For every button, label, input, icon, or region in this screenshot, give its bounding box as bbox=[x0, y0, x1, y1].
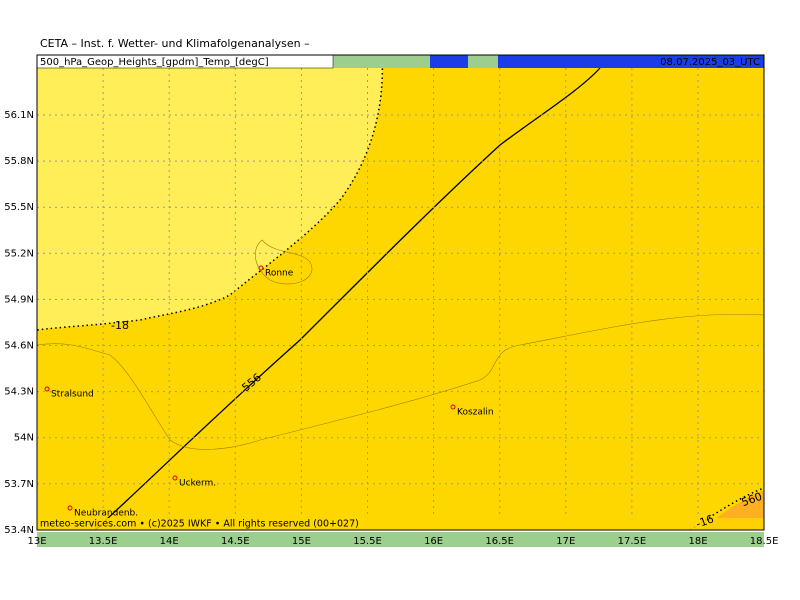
island-outline bbox=[255, 239, 313, 285]
city-marker bbox=[450, 404, 456, 410]
product-label: 500_hPa_Geop_Heights_[gpdm]_Temp_[degC] bbox=[40, 57, 269, 68]
lat-label: 55.8N bbox=[4, 156, 34, 167]
lat-label: 54.3N bbox=[4, 387, 34, 398]
contour-556 bbox=[94, 67, 601, 531]
header-color-block bbox=[430, 55, 468, 68]
title: CETA – Inst. f. Wetter- und Klimafolgena… bbox=[40, 37, 310, 50]
lat-label: 55.2N bbox=[4, 248, 34, 259]
lon-label: 18.5E bbox=[750, 536, 779, 547]
contour-label: -16 bbox=[694, 512, 715, 530]
city-marker bbox=[67, 505, 73, 511]
lon-label: 16E bbox=[424, 536, 443, 547]
header-color-block bbox=[498, 55, 764, 68]
city-label: Neubrandenb. bbox=[74, 509, 138, 519]
lon-label: 17.5E bbox=[618, 536, 647, 547]
lon-label: 14E bbox=[160, 536, 179, 547]
city-label: Koszalin bbox=[457, 408, 494, 418]
city-label: Ronne bbox=[265, 269, 294, 279]
valid-time: 08.07.2025_03_UTC bbox=[660, 57, 760, 68]
warm-region bbox=[37, 55, 383, 330]
city-label: Uckerm. bbox=[179, 479, 216, 489]
lon-label: 15E bbox=[292, 536, 311, 547]
lat-label: 54N bbox=[14, 433, 34, 444]
lon-label: 14.5E bbox=[221, 536, 250, 547]
lat-label: 53.4N bbox=[4, 525, 34, 536]
map-frame bbox=[36, 54, 765, 531]
city-marker bbox=[172, 475, 178, 481]
lat-label: 55.5N bbox=[4, 202, 34, 213]
lon-label: 17E bbox=[556, 536, 575, 547]
lat-label: 56.1N bbox=[4, 110, 34, 121]
lon-label: 13.5E bbox=[89, 536, 118, 547]
footer-bar bbox=[37, 518, 764, 530]
lon-label: 13E bbox=[27, 536, 46, 547]
city-marker bbox=[44, 386, 50, 392]
contour-label: -18 bbox=[111, 319, 129, 332]
lon-axis-bar bbox=[37, 532, 764, 547]
lat-label: 53.7N bbox=[4, 479, 34, 490]
footer-credit: meteo-services.com • (c)2025 IWKF • All … bbox=[40, 519, 359, 530]
lat-label: 54.9N bbox=[4, 294, 34, 305]
lon-label: 15.5E bbox=[353, 536, 382, 547]
lat-label: 54.6N bbox=[4, 341, 34, 352]
isotherm-18 bbox=[36, 54, 384, 331]
city-label: Stralsund bbox=[51, 390, 94, 400]
lon-label: 18E bbox=[688, 536, 707, 547]
city-marker bbox=[258, 265, 264, 271]
coastline bbox=[36, 313, 765, 450]
lon-label: 16.5E bbox=[485, 536, 514, 547]
